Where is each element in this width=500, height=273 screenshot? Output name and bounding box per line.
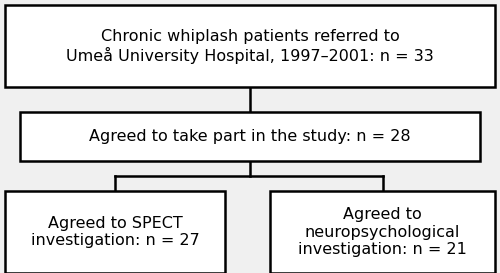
FancyBboxPatch shape bbox=[5, 191, 225, 273]
Text: Agreed to SPECT
investigation: n = 27: Agreed to SPECT investigation: n = 27 bbox=[30, 216, 200, 248]
FancyBboxPatch shape bbox=[270, 191, 495, 273]
Text: Agreed to take part in the study: n = 28: Agreed to take part in the study: n = 28 bbox=[89, 129, 411, 144]
Text: Agreed to
neuropsychological
investigation: n = 21: Agreed to neuropsychological investigati… bbox=[298, 207, 467, 257]
Text: Chronic whiplash patients referred to
Umeå University Hospital, 1997–2001: n = 3: Chronic whiplash patients referred to Um… bbox=[66, 29, 434, 64]
FancyBboxPatch shape bbox=[20, 112, 480, 161]
FancyBboxPatch shape bbox=[5, 5, 495, 87]
